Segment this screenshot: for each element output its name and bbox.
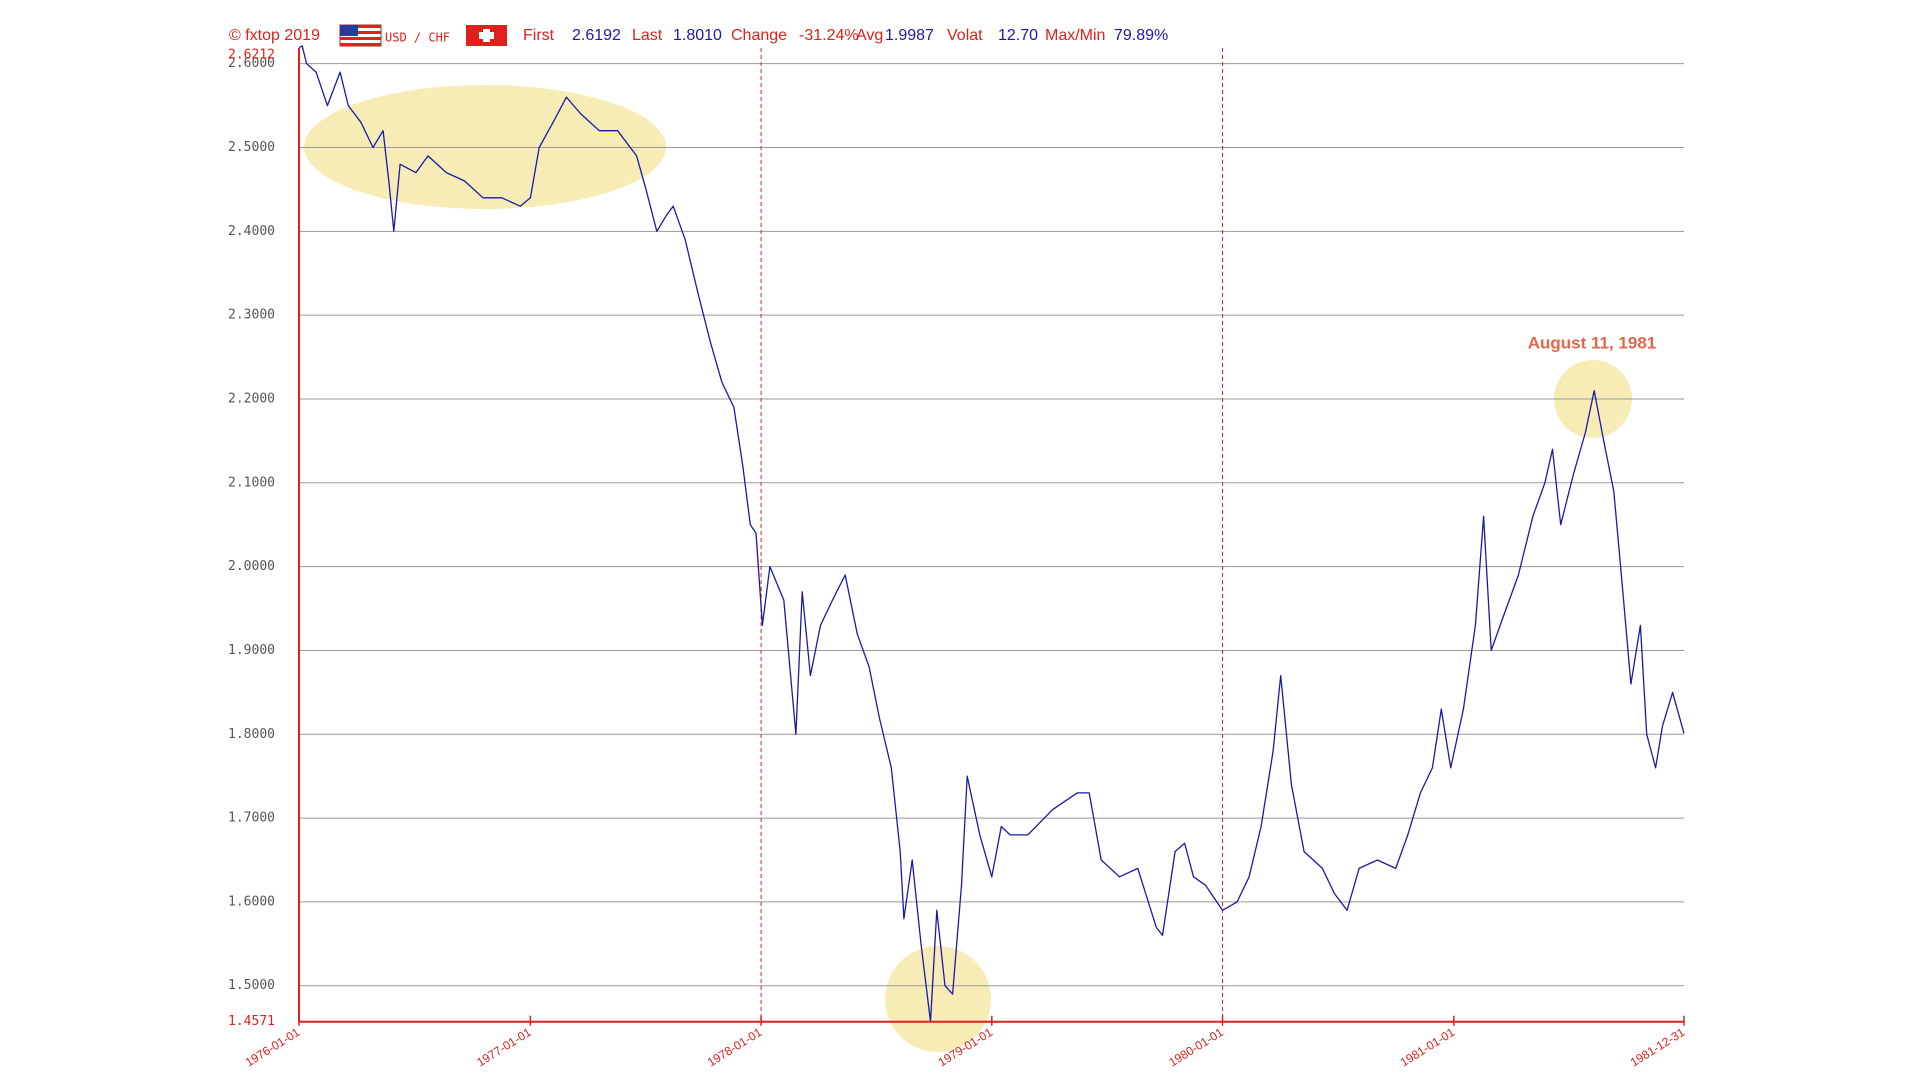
stat-value: 1.8010 (673, 27, 722, 44)
y-tick-label: 2.4000 (228, 224, 275, 239)
y-tick-label: 1.7000 (228, 811, 275, 826)
x-tick-label: 1980-01-01 (1166, 1025, 1226, 1070)
highlight-circle (885, 946, 991, 1052)
annotation: August 11, 1981 (1528, 333, 1657, 352)
x-tick-label: 1977-01-01 (474, 1025, 534, 1070)
y-tick-label: 1.6000 (228, 894, 275, 909)
y-tick-label: 2.6000 (228, 56, 275, 71)
y-limit-label: 2.6212 (228, 47, 275, 62)
x-tick-label: 1981-12-31 (1628, 1025, 1688, 1070)
plot (298, 45, 1685, 1023)
y-limit-label: 1.4571 (228, 1014, 275, 1029)
y-tick-label: 1.8000 (228, 727, 275, 742)
y-tick-label: 2.1000 (228, 475, 275, 490)
stat-value: 79.89% (1114, 27, 1168, 44)
stat-label: Avg (856, 27, 883, 44)
grid: 2.6000 2.5000 2.4000 2.3000 2.2000 2.1000 2.00… (228, 47, 1684, 1029)
x-tick-label: 1976-01-01 (243, 1025, 303, 1070)
us-flag (339, 24, 382, 47)
stat-label: Volat (947, 27, 983, 44)
y-tick-label: 2.5000 (228, 140, 275, 155)
y-tick-label: 2.3000 (228, 308, 275, 323)
stat-label: Max/Min (1045, 27, 1105, 44)
currency-pair: USD / CHF (385, 31, 450, 45)
highlights (304, 85, 1632, 1052)
stat-label: Last (632, 27, 663, 44)
y-tick-label: 2.2000 (228, 391, 275, 406)
y-tick-label: 1.9000 (228, 643, 275, 658)
stat-label: First (523, 27, 555, 44)
stat-value: 12.70 (998, 27, 1038, 44)
stat-label: Change (731, 27, 787, 44)
x-tick-label: 1981-01-01 (1398, 1025, 1458, 1070)
y-tick-label: 2.0000 (228, 559, 275, 574)
stat-value: 2.6192 (572, 27, 621, 44)
ch-flag (466, 25, 507, 46)
y-tick-label: 1.5000 (228, 978, 275, 993)
stat-value: 1.9987 (885, 27, 934, 44)
stats: First 2.6192 Last 1.8010 Change -31.24%Avg 1.9… (523, 27, 1168, 44)
price-line (298, 45, 1685, 1023)
stat-value: -31.24% (799, 27, 859, 44)
source: © fxtop 2019 (229, 27, 320, 44)
x-tick-label: 1978-01-01 (705, 1025, 765, 1070)
header: © fxtop 2019 USD / CHF First 2.6192 Last 1.… (229, 24, 1168, 47)
